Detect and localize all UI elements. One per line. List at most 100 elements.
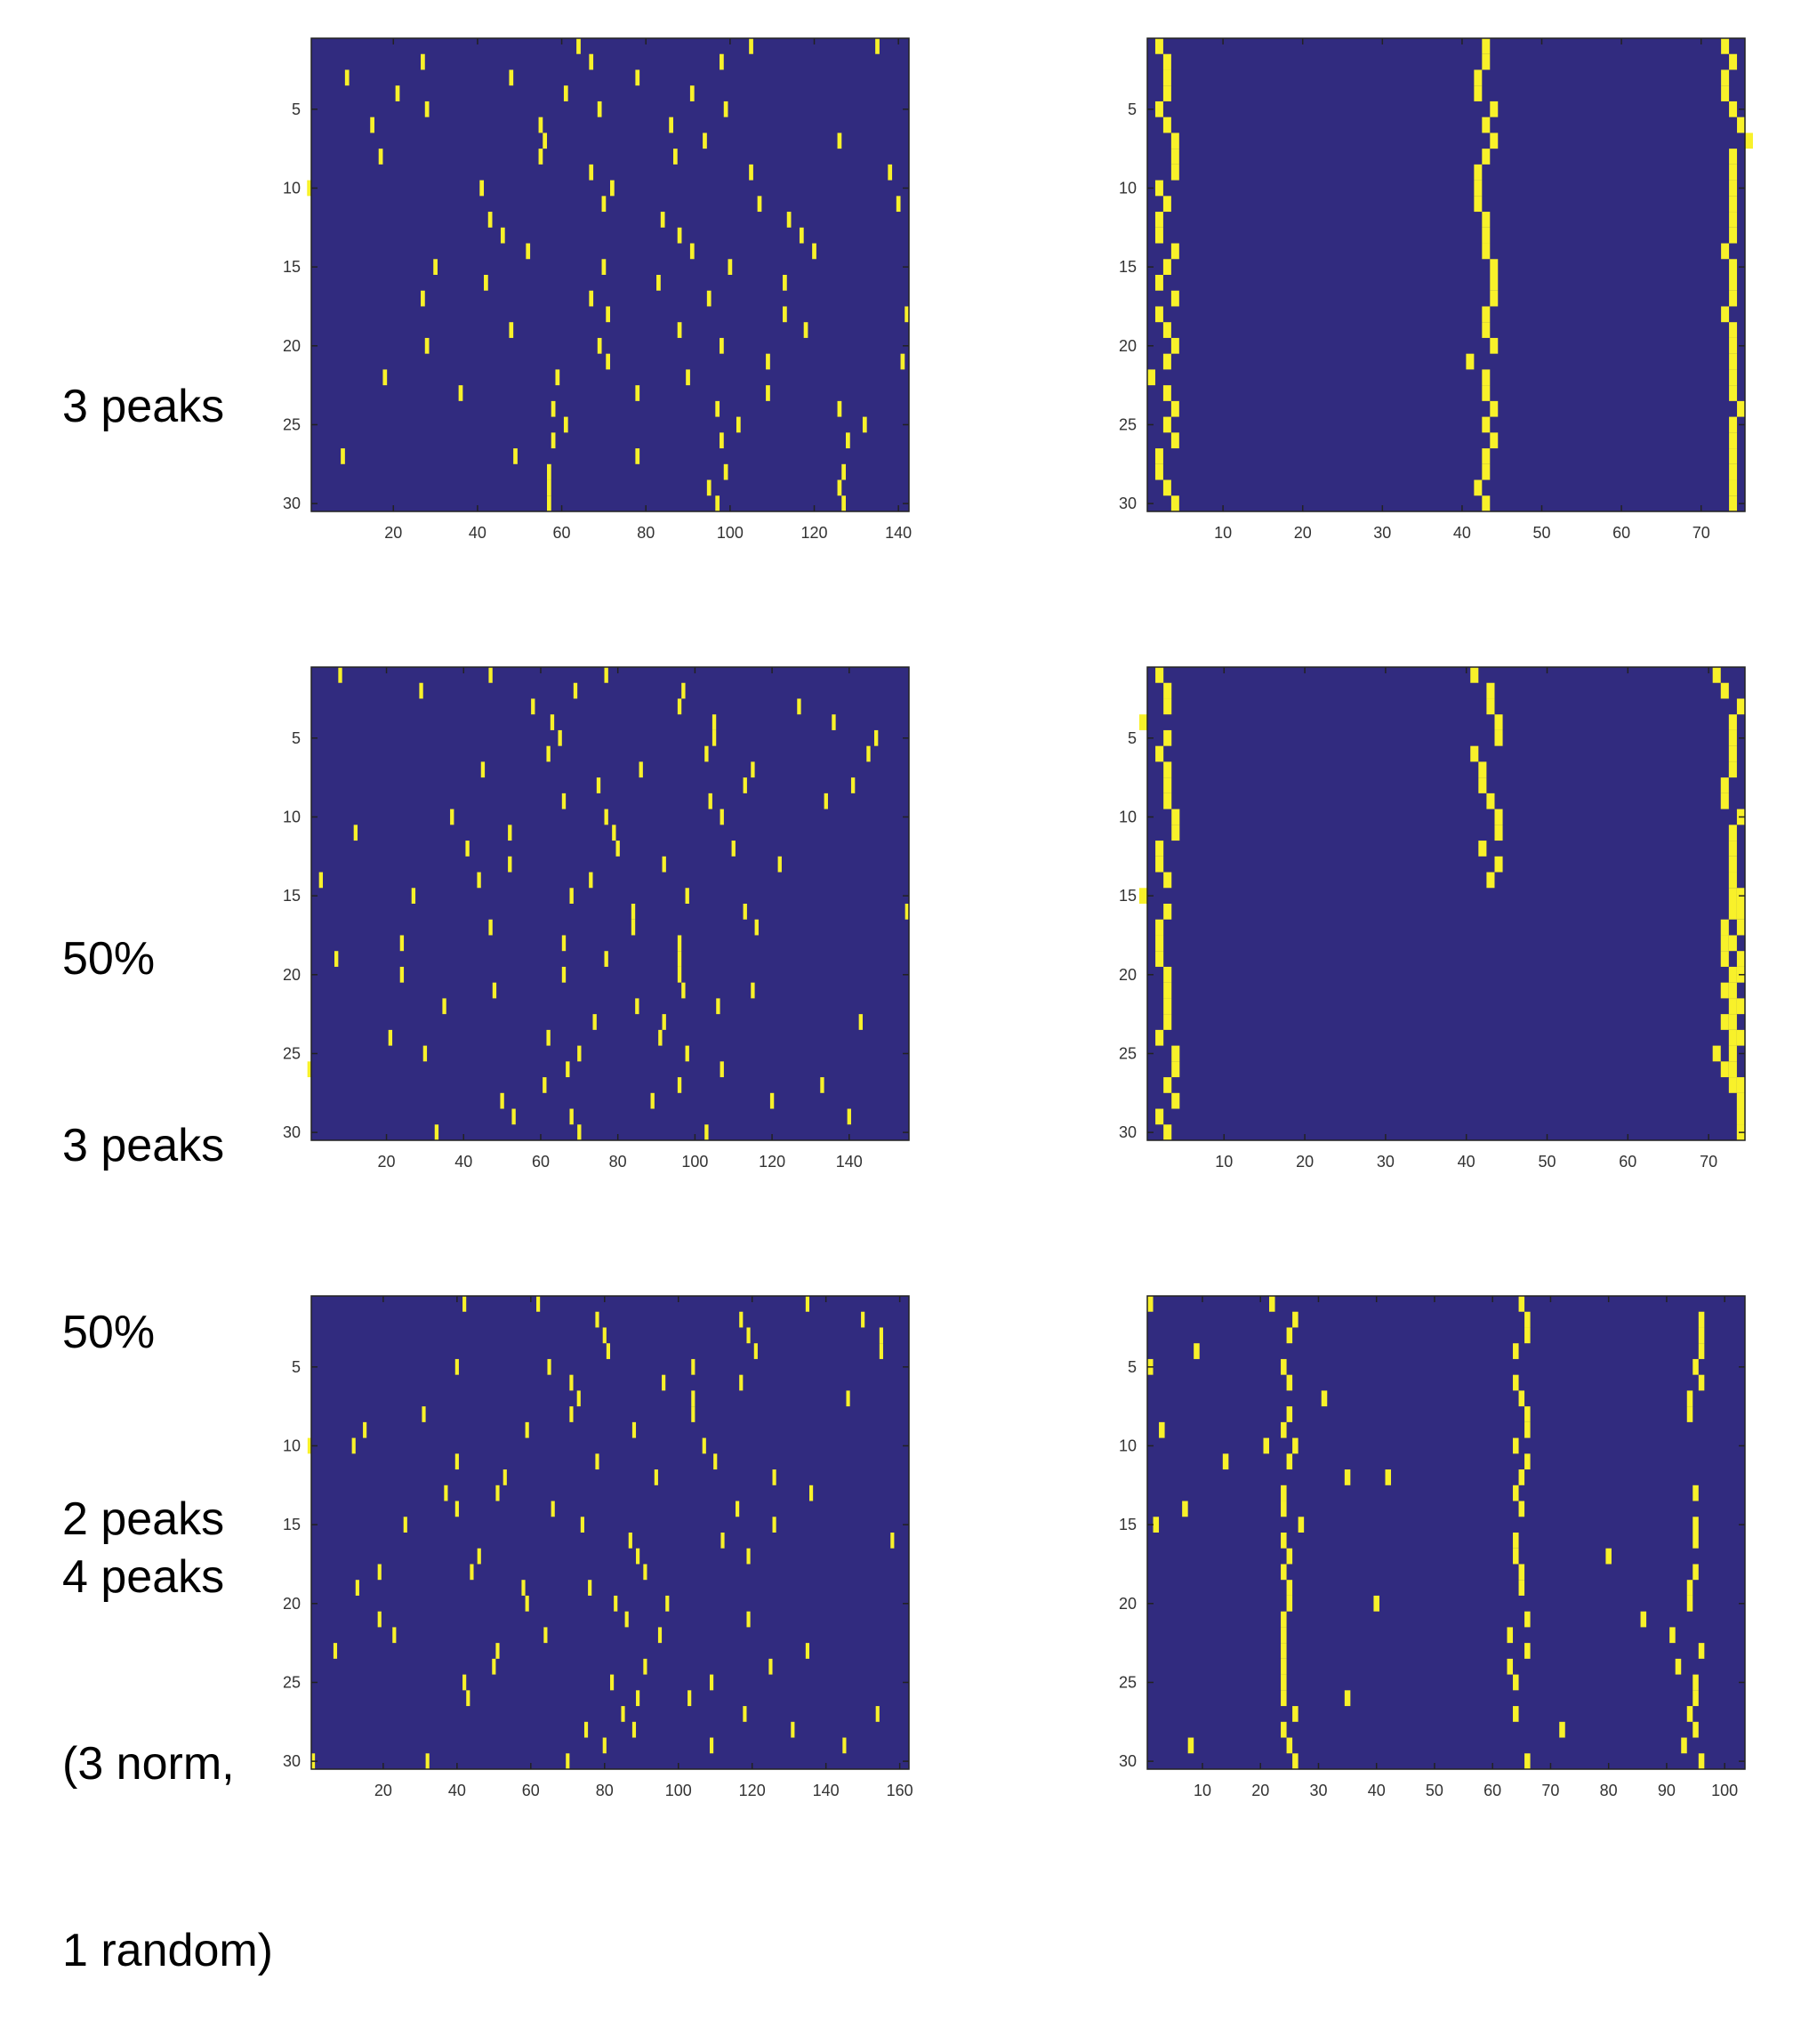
event-mark xyxy=(539,117,543,133)
event-mark xyxy=(1721,85,1729,101)
event-mark xyxy=(459,385,463,401)
event-mark xyxy=(809,1485,813,1501)
event-mark xyxy=(404,1517,407,1533)
event-mark xyxy=(631,920,635,936)
event-mark xyxy=(1721,793,1729,809)
event-mark xyxy=(1281,1675,1287,1691)
event-mark xyxy=(631,904,635,920)
event-mark xyxy=(1474,480,1482,496)
event-mark xyxy=(493,983,496,999)
event-mark xyxy=(1155,935,1163,951)
event-mark xyxy=(1605,1549,1612,1565)
event-mark xyxy=(1729,730,1737,746)
event-mark xyxy=(521,1580,525,1596)
event-mark xyxy=(768,1659,772,1675)
event-mark xyxy=(1519,1580,1525,1596)
row-label-line: 1 random) xyxy=(62,1919,273,1982)
event-mark xyxy=(425,101,430,117)
event-mark xyxy=(1687,1706,1693,1722)
event-mark xyxy=(602,259,607,275)
event-mark xyxy=(1729,291,1737,307)
event-mark xyxy=(462,1296,466,1312)
event-mark xyxy=(754,1343,758,1359)
event-mark xyxy=(1287,1738,1293,1754)
event-mark xyxy=(1729,841,1737,857)
event-mark xyxy=(547,495,551,511)
event-mark xyxy=(751,761,754,777)
event-mark xyxy=(746,1612,750,1628)
event-mark xyxy=(712,730,716,746)
event-mark xyxy=(1163,480,1171,496)
event-mark xyxy=(1478,777,1486,793)
event-mark xyxy=(1737,1109,1745,1125)
event-mark xyxy=(1171,338,1179,354)
event-mark xyxy=(629,1533,632,1549)
event-mark xyxy=(509,322,513,338)
event-mark xyxy=(876,1706,880,1722)
event-mark xyxy=(712,714,716,730)
event-mark xyxy=(465,841,469,857)
event-mark xyxy=(455,1359,459,1375)
y-tick-label: 10 xyxy=(283,808,301,825)
event-mark xyxy=(614,1596,617,1612)
event-mark xyxy=(1692,1359,1699,1375)
panel-background xyxy=(311,1296,909,1769)
event-mark xyxy=(842,1738,846,1754)
event-mark xyxy=(442,998,446,1014)
event-mark xyxy=(716,998,720,1014)
event-mark xyxy=(1729,54,1737,70)
event-mark xyxy=(1737,401,1745,417)
event-mark xyxy=(1486,683,1494,699)
event-mark xyxy=(1490,401,1498,417)
event-mark xyxy=(1281,1485,1287,1501)
event-mark xyxy=(543,1077,546,1093)
event-mark xyxy=(1171,825,1179,841)
event-mark xyxy=(678,228,682,244)
event-mark xyxy=(576,38,581,54)
event-mark xyxy=(690,244,695,260)
event-mark xyxy=(758,196,762,212)
event-mark xyxy=(479,181,484,197)
event-mark xyxy=(838,401,842,417)
event-mark xyxy=(477,873,480,889)
event-mark xyxy=(1729,1077,1737,1093)
event-mark xyxy=(1490,101,1498,117)
event-mark xyxy=(610,1675,614,1691)
event-mark xyxy=(678,951,681,967)
event-mark xyxy=(363,1422,366,1438)
event-mark xyxy=(1163,904,1171,920)
x-tick-label: 60 xyxy=(532,1153,550,1171)
event-mark xyxy=(511,1109,515,1125)
event-mark xyxy=(1171,133,1179,149)
event-mark xyxy=(1482,322,1490,338)
event-mark xyxy=(598,101,602,117)
event-mark xyxy=(1147,1296,1154,1312)
event-mark xyxy=(681,683,685,699)
event-mark xyxy=(1163,54,1171,70)
event-mark xyxy=(1287,1596,1293,1612)
event-mark xyxy=(1513,1675,1519,1691)
event-mark xyxy=(841,495,846,511)
event-mark xyxy=(1287,1406,1293,1422)
event-mark xyxy=(569,888,573,904)
x-tick-label: 60 xyxy=(1619,1153,1636,1171)
event-mark xyxy=(1699,1343,1705,1359)
event-mark xyxy=(1163,85,1171,101)
event-mark xyxy=(1729,480,1737,496)
x-tick-label: 60 xyxy=(522,1782,540,1799)
x-tick-label: 30 xyxy=(1309,1782,1327,1799)
event-mark xyxy=(1490,133,1498,149)
event-mark xyxy=(1494,825,1502,841)
event-mark xyxy=(635,998,639,1014)
event-mark xyxy=(588,1580,591,1596)
event-mark xyxy=(370,117,374,133)
y-tick-label: 15 xyxy=(1119,258,1137,276)
event-mark xyxy=(1281,1501,1287,1517)
event-mark xyxy=(841,464,846,480)
event-mark xyxy=(1163,730,1171,746)
event-mark xyxy=(1287,1375,1293,1391)
event-mark xyxy=(1519,1390,1525,1406)
event-mark xyxy=(378,1612,382,1628)
event-mark xyxy=(606,306,610,322)
x-tick-label: 20 xyxy=(384,524,402,542)
